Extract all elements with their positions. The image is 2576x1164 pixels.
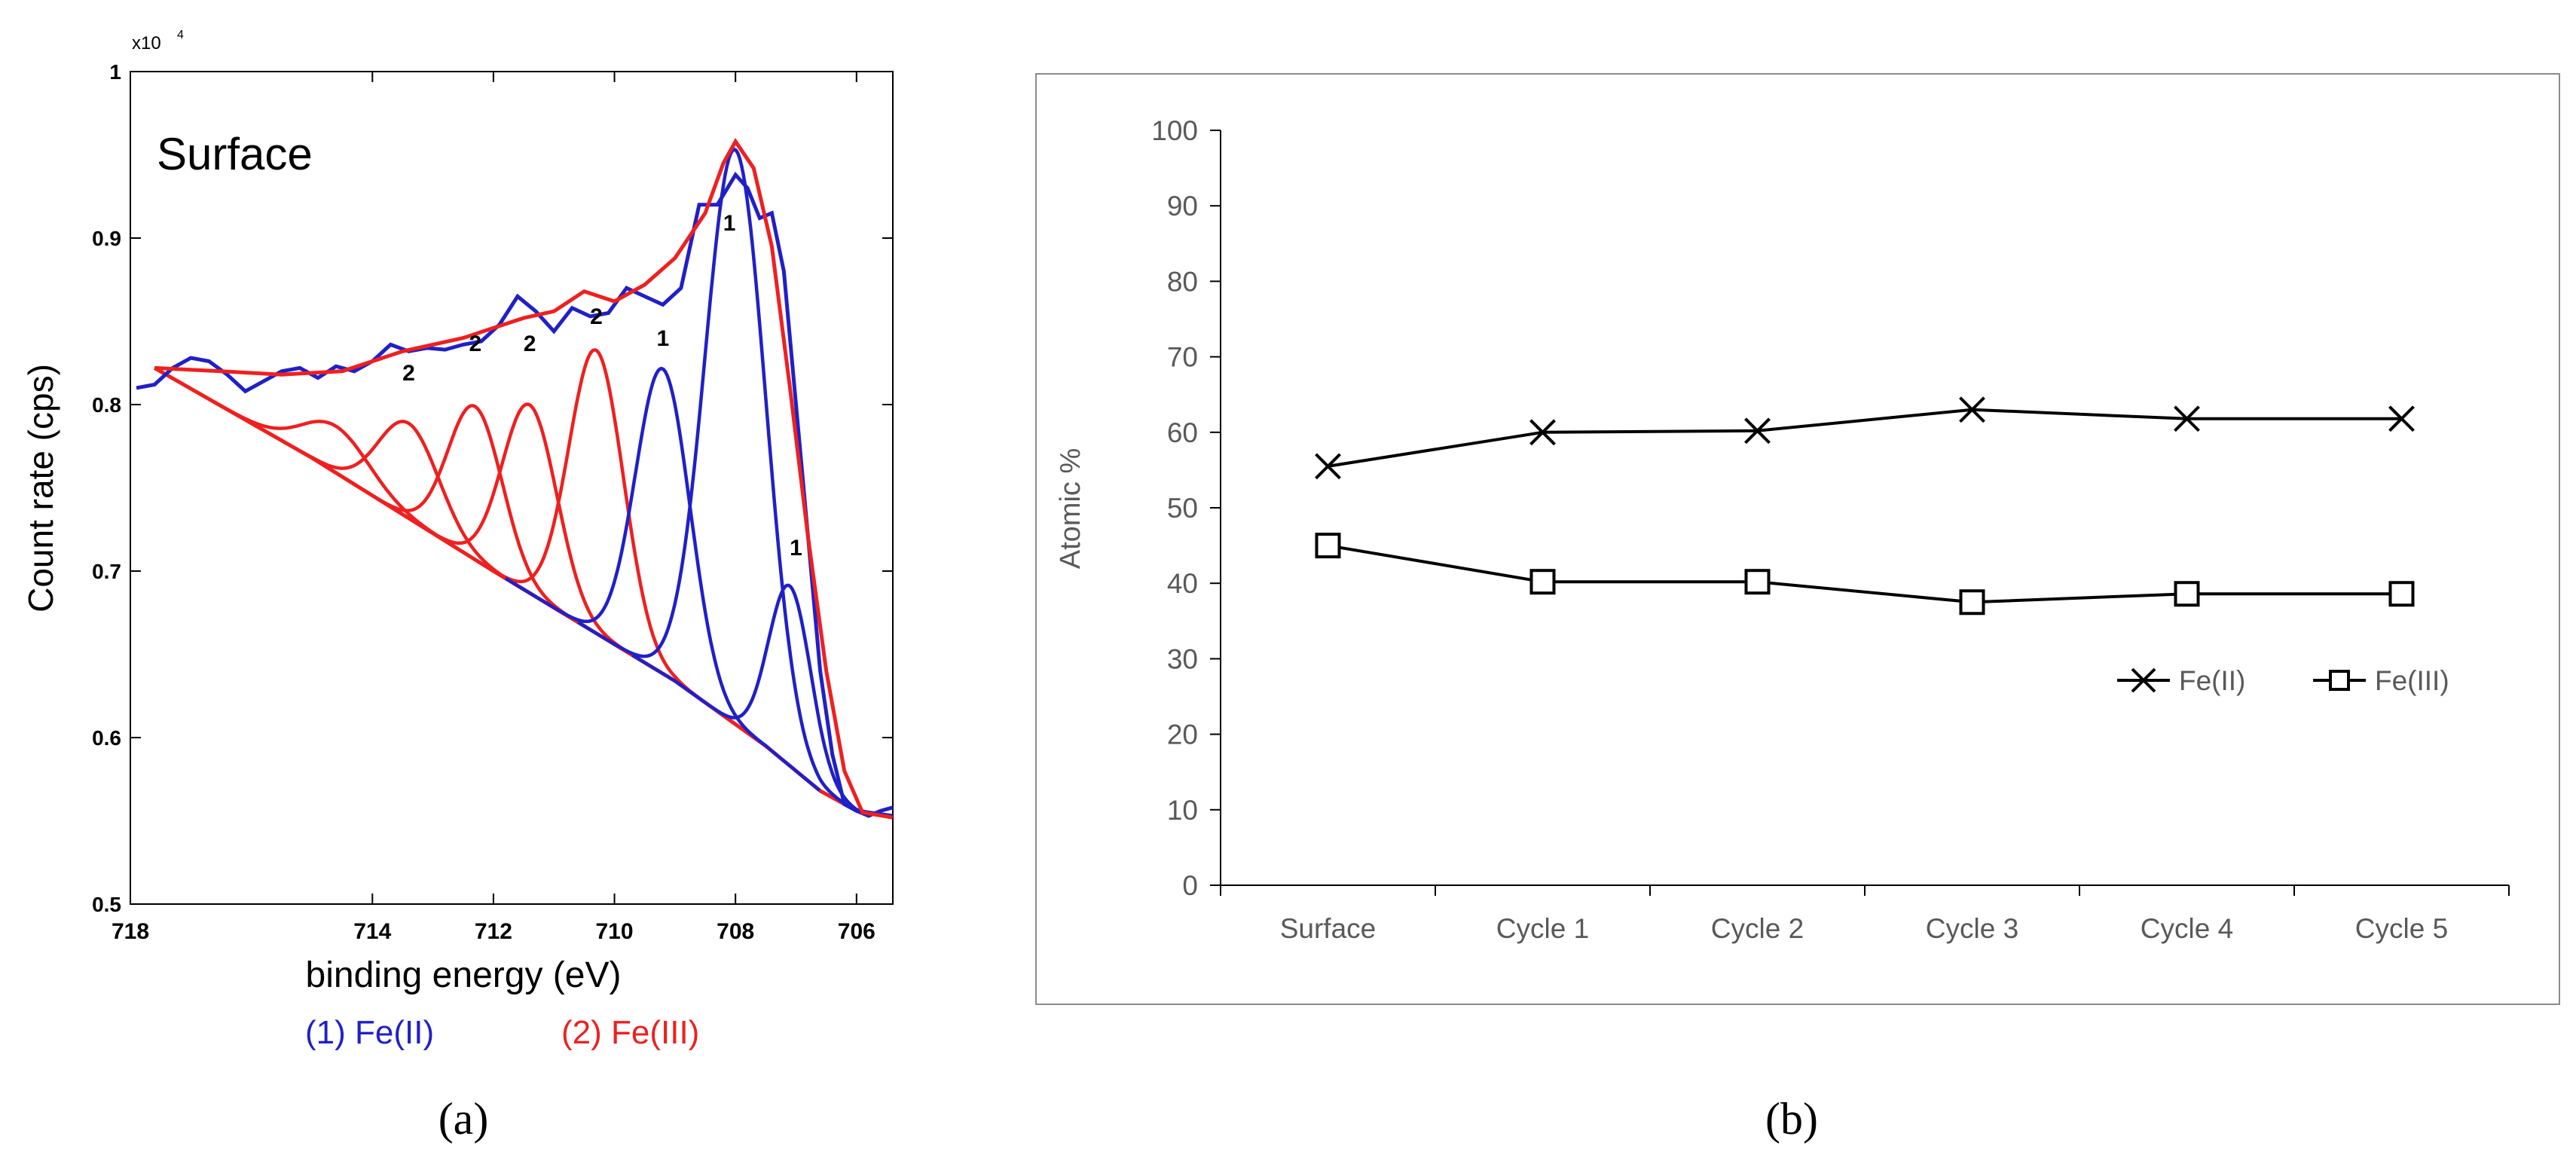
y-tick-label: 0 <box>1182 870 1198 901</box>
x-tick-label: 710 <box>596 919 634 944</box>
x-tick-label: Cycle 5 <box>2355 913 2448 944</box>
fe2-point <box>1959 396 1985 423</box>
x-tick-label: 712 <box>475 919 512 944</box>
peak-label: 2 <box>590 304 603 329</box>
y-tick-label: 10 <box>1167 795 1198 826</box>
x-tick-label: Cycle 3 <box>1926 913 2018 944</box>
legend-fe2 <box>2117 668 2170 693</box>
fe2-peak <box>577 147 893 818</box>
chart-frame <box>1035 73 2560 1005</box>
fe3-point <box>1959 589 1985 616</box>
plot-frame <box>130 71 894 905</box>
y-tick-label: 70 <box>1167 342 1198 373</box>
chart-a: 718 714 712 710 708 706 0.5 0.6 0.7 0.8 0.9 1 x10 4 bi… <box>21 29 894 1144</box>
y-multiplier-exponent: 4 <box>177 29 184 41</box>
fe2-point <box>2388 405 2415 432</box>
panel-label-a: (a) <box>439 1094 489 1144</box>
legend-fe3-label: Fe(III) <box>2375 665 2449 696</box>
fit-envelope-line <box>154 138 893 820</box>
series-line-fe3 <box>1328 544 2402 604</box>
legend-fe2-label: Fe(II) <box>2179 665 2245 696</box>
chart-title: Surface <box>157 129 313 179</box>
y-tick-label: 1 <box>109 60 121 84</box>
y-tick-label: 40 <box>1167 568 1198 599</box>
y-tick-label: 0.9 <box>92 227 121 250</box>
x-axis-title: binding energy (eV) <box>306 955 622 995</box>
peak-label: 2 <box>402 361 415 386</box>
y-tick-label: 0.6 <box>92 726 121 750</box>
x-tick-label: Cycle 4 <box>2141 913 2233 944</box>
y-tick-label: 0.8 <box>92 393 121 417</box>
chart-b: 0 10 20 30 40 50 60 70 80 90 100 Surface Cycle 1 Cycl… <box>1035 73 2560 1144</box>
x-tick-label: Cycle 1 <box>1496 913 1589 944</box>
y-tick-label: 0.5 <box>92 893 121 916</box>
legend-fe3: (2) Fe(III) <box>561 1014 699 1051</box>
peak-label: 1 <box>790 536 802 561</box>
peak-label: 1 <box>723 211 736 236</box>
x-tick-label: 714 <box>353 919 391 944</box>
fe3-point <box>2174 581 2200 607</box>
x-tick-label: Cycle 2 <box>1711 913 1804 944</box>
x-tick-label: 718 <box>112 919 149 944</box>
measured-spectrum-line <box>136 171 893 818</box>
series-line-fe2 <box>1328 408 2402 468</box>
fe2-point <box>2174 405 2200 432</box>
plot-area <box>136 138 893 820</box>
y-tick-label: 30 <box>1167 643 1198 674</box>
x-tick-label: 706 <box>838 919 875 944</box>
fe3-point <box>1744 569 1771 595</box>
x-tick-label: 708 <box>717 919 754 944</box>
fe2-point <box>1315 453 1341 480</box>
y-axis-title: Count rate (cps) <box>21 364 60 613</box>
y-tick-label: 0.7 <box>92 560 121 583</box>
peak-label: 2 <box>524 331 536 356</box>
fe2-point <box>1744 417 1771 445</box>
y-multiplier: x10 <box>132 33 161 53</box>
y-tick-label: 100 <box>1151 115 1198 146</box>
x-tick-label: Surface <box>1280 913 1377 944</box>
fe3-peak <box>316 404 633 657</box>
legend-fe2: (1) Fe(II) <box>305 1014 434 1051</box>
fe2-peak <box>504 366 821 792</box>
fe3-point <box>2388 581 2415 607</box>
y-tick-label: 90 <box>1167 191 1198 221</box>
peak-label: 2 <box>469 331 481 356</box>
fe2-peak <box>631 583 893 818</box>
peak-label: 1 <box>656 326 669 351</box>
panel-label-b: (b) <box>1765 1094 1818 1144</box>
y-axis-title: Atomic % <box>1055 448 1086 569</box>
fe2-point <box>1529 419 1556 446</box>
fe3-point <box>1529 569 1556 595</box>
fe3-point <box>1315 533 1341 559</box>
fe3-peak <box>438 348 754 738</box>
y-tick-label: 60 <box>1167 417 1198 448</box>
y-tick-label: 50 <box>1167 493 1198 524</box>
y-tick-label: 80 <box>1167 266 1198 297</box>
legend-fe3 <box>2313 670 2366 691</box>
y-tick-label: 20 <box>1167 719 1198 750</box>
